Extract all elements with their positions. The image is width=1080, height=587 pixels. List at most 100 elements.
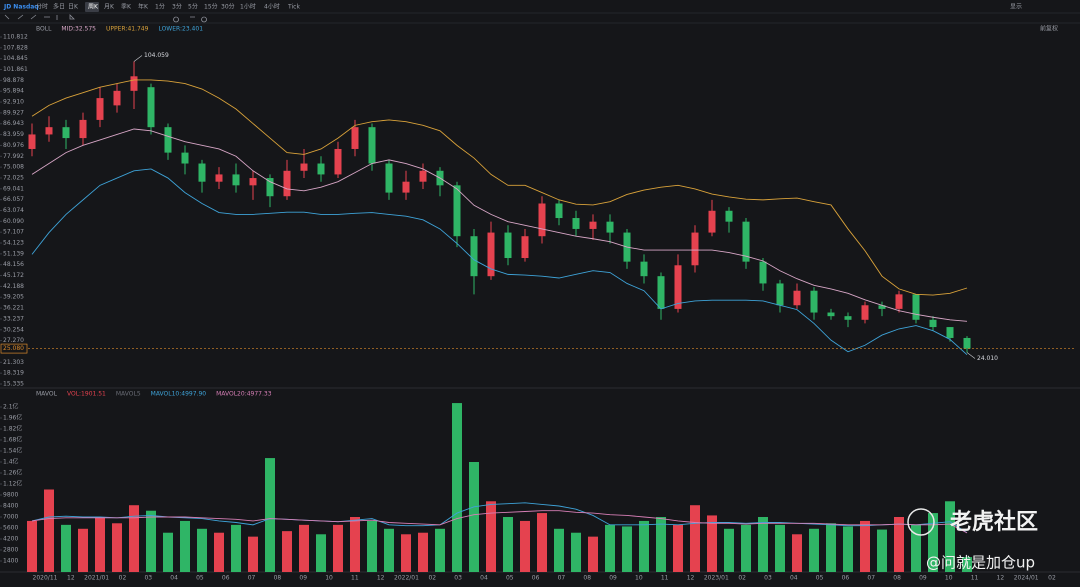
volume-bar — [673, 524, 683, 572]
period-tab[interactable]: Tick — [287, 4, 300, 11]
x-tick-label: 05 — [506, 575, 514, 582]
x-tick-label: 07 — [558, 575, 566, 582]
legend-item[interactable]: BOLL — [36, 26, 52, 33]
y-tick-label: 89.927 — [3, 109, 24, 116]
volume-bar — [809, 528, 819, 572]
y-tick-label: 5600 — [3, 525, 18, 532]
adjust-menu[interactable]: 前复权 — [1040, 25, 1058, 33]
period-tab[interactable]: 年K — [138, 3, 149, 11]
candle-body — [674, 265, 682, 309]
y-tick-label: 1.54亿 — [3, 447, 22, 455]
period-tab[interactable]: 多日 — [53, 3, 65, 11]
volume-bar — [537, 513, 547, 572]
candle-body — [283, 170, 291, 197]
volume-bar — [894, 517, 904, 572]
candle-body — [640, 261, 648, 277]
y-tick-label: 1400 — [3, 558, 18, 565]
x-tick-label: 08 — [893, 575, 901, 582]
candle-body — [776, 283, 784, 306]
candle-body — [878, 305, 886, 309]
x-tick-label: 2021/01 — [84, 575, 109, 582]
volume-bar — [792, 534, 802, 572]
candle-body — [827, 312, 835, 317]
y-tick-label: 2800 — [3, 547, 18, 554]
legend-item[interactable]: MAVOL — [36, 391, 58, 398]
symbol[interactable]: JD Nasdaq — [3, 4, 39, 11]
period-tab[interactable]: 3分 — [172, 3, 182, 11]
volume-bar — [61, 524, 71, 572]
legend-item[interactable]: MAVOL20:4977.33 — [216, 391, 272, 398]
y-tick-label: 18.319 — [3, 370, 24, 377]
legend-item[interactable]: VOL:1901.51 — [67, 391, 106, 398]
y-tick-label: 98.878 — [3, 77, 24, 84]
volume-bar — [95, 517, 105, 572]
tool-icons[interactable] — [4, 14, 207, 23]
period-tab[interactable]: 分时 — [36, 3, 48, 11]
y-tick-label: 45.172 — [3, 272, 24, 279]
x-tick-label: 09 — [919, 575, 927, 582]
y-tick-label: 57.107 — [3, 229, 24, 236]
legend-item[interactable]: MAVOL10:4997.90 — [151, 391, 207, 398]
mavol-line — [31, 502, 968, 534]
y-tick-label: 72.025 — [3, 174, 24, 181]
period-tab[interactable]: 月K — [104, 4, 115, 11]
x-tick-label: 12 — [377, 575, 385, 582]
x-tick-label: 02 — [1048, 575, 1056, 582]
volume-bar — [44, 489, 54, 572]
volume-bar — [843, 526, 853, 572]
volume-bar — [146, 510, 156, 572]
legend-item[interactable]: LOWER:23.401 — [158, 26, 203, 33]
y-tick-label: 36.221 — [3, 305, 24, 312]
last-price-box — [0, 343, 28, 354]
period-tab[interactable]: 15分 — [204, 3, 218, 11]
x-tick-label: 02 — [428, 575, 436, 582]
volume-bar — [180, 520, 190, 572]
x-tick-label: 03 — [764, 575, 772, 582]
period-tab[interactable]: 周K — [88, 4, 99, 11]
y-tick-label: 42.188 — [3, 283, 24, 290]
candle-body — [215, 174, 223, 182]
y-tick-label: 9800 — [3, 492, 18, 499]
x-tick-label: 04 — [480, 575, 488, 582]
period-tab[interactable]: 4小时 — [264, 3, 280, 11]
volume-bar — [741, 524, 751, 572]
candle-body — [521, 236, 529, 259]
period-tab[interactable]: 日K — [68, 4, 79, 11]
candle-body — [504, 232, 512, 259]
candle-body — [572, 218, 580, 229]
y-tick-label: 66.057 — [3, 196, 24, 203]
candle-body — [793, 290, 801, 306]
volume-bar — [520, 520, 530, 572]
candle-body — [470, 236, 478, 277]
volume-bar — [469, 462, 479, 572]
candle-body — [538, 203, 546, 237]
period-tab[interactable]: 1分 — [155, 3, 165, 11]
candle-body — [861, 305, 869, 320]
volume-bar — [27, 520, 37, 572]
period-tab[interactable]: 1小时 — [240, 3, 256, 11]
candle-body — [317, 163, 325, 175]
period-tab[interactable]: 5分 — [188, 3, 198, 11]
volume-bar — [707, 515, 717, 572]
legend-item[interactable]: UPPER:41.749 — [106, 26, 149, 33]
candle-body — [351, 127, 359, 149]
volume-bar — [588, 536, 598, 572]
candle-body — [28, 134, 36, 149]
y-tick-label: 4200 — [3, 536, 18, 543]
candle-body — [844, 316, 852, 320]
x-tick-label: 2022/01 — [394, 575, 419, 582]
y-tick-label: 69.041 — [3, 185, 24, 192]
legend-item[interactable]: MID:32.575 — [61, 26, 96, 33]
candle-body — [113, 90, 121, 106]
period-tab[interactable]: 季K — [121, 3, 132, 11]
volume-bar — [911, 524, 921, 572]
x-tick-label: 06 — [222, 575, 230, 582]
x-tick-label: 10 — [945, 575, 953, 582]
display-menu[interactable]: 显示 — [1010, 4, 1022, 11]
x-tick-label: 11 — [661, 575, 669, 582]
period-tab[interactable]: 30分 — [221, 3, 235, 11]
volume-bar — [962, 557, 972, 572]
candle-body — [249, 178, 257, 186]
y-tick-label: 33.237 — [3, 315, 24, 322]
legend-item[interactable]: MAVOL5 — [116, 391, 141, 398]
